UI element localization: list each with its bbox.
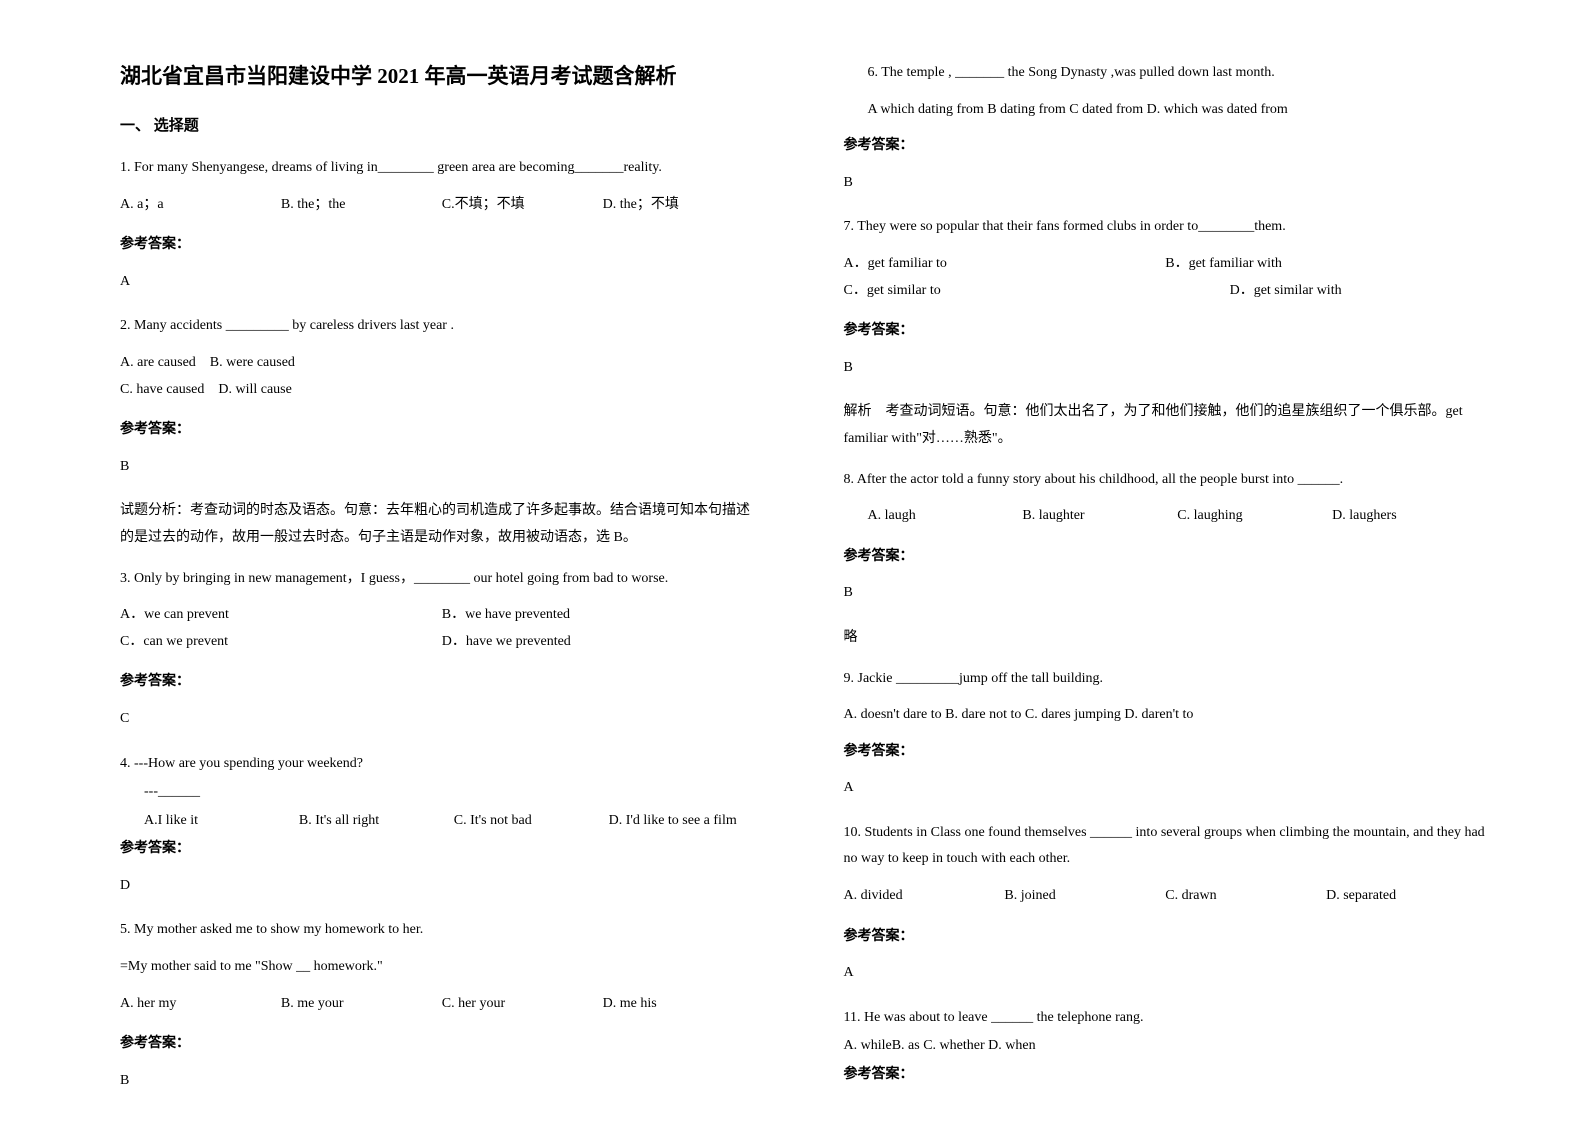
answer-label: 参考答案： — [844, 133, 1488, 160]
q10-answer: A — [844, 960, 1488, 987]
q3-opt-c: C．can we prevent — [120, 629, 442, 656]
q7-opt-c: C．get similar to — [844, 278, 1230, 305]
q1-answer: A — [120, 269, 764, 296]
q8-opt-b: B. laughter — [1022, 503, 1177, 530]
q1-opt-d: D. the；不填 — [603, 192, 764, 219]
q8-explain: 略 — [844, 625, 1488, 652]
left-column: 湖北省宜昌市当阳建设中学 2021 年高一英语月考试题含解析 一、 选择题 1.… — [100, 60, 804, 1092]
q1-opt-a: A. a；a — [120, 192, 281, 219]
q2-opt-c: C. have caused — [120, 382, 204, 397]
q1-text: 1. For many Shenyangese, dreams of livin… — [120, 155, 764, 182]
q2-text: 2. Many accidents _________ by careless … — [120, 313, 764, 340]
q9-text: 9. Jackie _________jump off the tall bui… — [844, 666, 1488, 693]
q4-opt-a: A.I like it — [144, 808, 299, 835]
q1-opt-c: C.不填；不填 — [442, 192, 603, 219]
q7-explain: 解析 考查动词短语。句意：他们太出名了，为了和他们接触，他们的追星族组织了一个俱… — [844, 399, 1488, 452]
q2-opt-d: D. will cause — [218, 382, 291, 397]
q2-opt-a: A. are caused — [120, 355, 196, 370]
answer-label: 参考答案： — [120, 232, 764, 259]
q1-options: A. a；a B. the；the C.不填；不填 D. the；不填 — [120, 192, 764, 219]
q6-options: A which dating from B dating from C date… — [844, 97, 1488, 124]
q7-options: A．get familiar to B．get familiar with C．… — [844, 251, 1488, 304]
q4-options: A.I like it B. It's all right C. It's no… — [120, 808, 764, 835]
q3-text: 3. Only by bringing in new management，I … — [120, 566, 764, 593]
q8-options: A. laugh B. laughter C. laughing D. laug… — [844, 503, 1488, 530]
q5-answer: B — [120, 1068, 764, 1095]
q3-opt-d: D．have we prevented — [442, 629, 764, 656]
answer-label: 参考答案： — [120, 669, 764, 696]
q8-text: 8. After the actor told a funny story ab… — [844, 467, 1488, 494]
q6-text: 6. The temple , _______ the Song Dynasty… — [844, 60, 1488, 87]
q5-opt-c: C. her your — [442, 991, 603, 1018]
q9-options: A. doesn't dare to B. dare not to C. dar… — [844, 702, 1488, 729]
q10-opt-b: B. joined — [1004, 883, 1165, 910]
q4-text2: ---______ — [120, 779, 764, 806]
q3-options: A．we can prevent B．we have prevented C．c… — [120, 602, 764, 655]
q2-opt-b: B. were caused — [210, 355, 295, 370]
q7-answer: B — [844, 355, 1488, 382]
q7-text: 7. They were so popular that their fans … — [844, 214, 1488, 241]
q5-options: A. her my B. me your C. her your D. me h… — [120, 991, 764, 1018]
q1-opt-b: B. the；the — [281, 192, 442, 219]
answer-label: 参考答案： — [120, 417, 764, 444]
answer-label: 参考答案： — [844, 544, 1488, 571]
q10-opt-a: A. divided — [844, 883, 1005, 910]
q10-text: 10. Students in Class one found themselv… — [844, 820, 1488, 873]
q4-answer: D — [120, 873, 764, 900]
q7-opt-d: D．get similar with — [1230, 278, 1487, 305]
right-column: 6. The temple , _______ the Song Dynasty… — [804, 60, 1508, 1092]
q3-opt-b: B．we have prevented — [442, 602, 764, 629]
answer-label: 参考答案： — [844, 924, 1488, 951]
q6-answer: B — [844, 170, 1488, 197]
q4-text: 4. ---How are you spending your weekend? — [120, 751, 764, 778]
q4-opt-c: C. It's not bad — [454, 808, 609, 835]
q9-answer: A — [844, 775, 1488, 802]
answer-label: 参考答案： — [120, 1031, 764, 1058]
answer-label: 参考答案： — [844, 1062, 1488, 1089]
q4-opt-d: D. I'd like to see a film — [609, 808, 764, 835]
q10-opt-c: C. drawn — [1165, 883, 1326, 910]
page-title: 湖北省宜昌市当阳建设中学 2021 年高一英语月考试题含解析 — [120, 60, 764, 90]
q5-text2: =My mother said to me "Show __ homework.… — [120, 954, 764, 981]
q5-opt-b: B. me your — [281, 991, 442, 1018]
q8-opt-d: D. laughers — [1332, 503, 1487, 530]
q3-answer: C — [120, 706, 764, 733]
section-heading: 一、 选择题 — [120, 114, 764, 135]
q5-opt-d: D. me his — [603, 991, 764, 1018]
q4-opt-b: B. It's all right — [299, 808, 454, 835]
q5-text: 5. My mother asked me to show my homewor… — [120, 917, 764, 944]
q5-opt-a: A. her my — [120, 991, 281, 1018]
q2-explain: 试题分析：考查动词的时态及语态。句意：去年粗心的司机造成了许多起事故。结合语境可… — [120, 498, 764, 551]
q8-opt-a: A. laugh — [868, 503, 1023, 530]
q8-answer: B — [844, 580, 1488, 607]
q7-opt-a: A．get familiar to — [844, 251, 1166, 278]
q3-opt-a: A．we can prevent — [120, 602, 442, 629]
q2-options: A. are caused B. were caused C. have cau… — [120, 350, 764, 403]
q11-options: A. whileB. as C. whether D. when — [844, 1033, 1488, 1060]
q8-opt-c: C. laughing — [1177, 503, 1332, 530]
q11-text: 11. He was about to leave ______ the tel… — [844, 1005, 1488, 1032]
answer-label: 参考答案： — [120, 836, 764, 863]
answer-label: 参考答案： — [844, 318, 1488, 345]
q10-options: A. divided B. joined C. drawn D. separat… — [844, 883, 1488, 910]
q10-opt-d: D. separated — [1326, 883, 1487, 910]
q7-opt-b: B．get familiar with — [1165, 251, 1487, 278]
q2-answer: B — [120, 454, 764, 481]
answer-label: 参考答案： — [844, 739, 1488, 766]
